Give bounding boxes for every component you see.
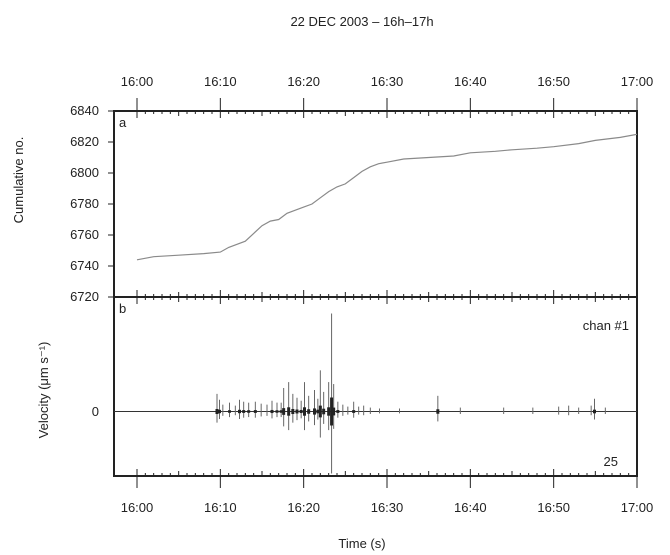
velocity-burst xyxy=(322,408,326,415)
x-tick-label: 16:50 xyxy=(537,74,570,89)
x-tick-label: 17:00 xyxy=(621,74,654,89)
panel-a-frame xyxy=(113,110,638,298)
velocity-burst xyxy=(253,410,257,413)
velocity-burst xyxy=(270,409,274,414)
velocity-burst xyxy=(279,410,283,413)
x-tick-label: 16:40 xyxy=(454,74,487,89)
velocity-burst xyxy=(436,409,440,414)
velocity-burst xyxy=(307,409,311,414)
velocity-burst xyxy=(291,408,295,415)
panel-a-letter: a xyxy=(119,115,127,130)
velocity-burst xyxy=(330,397,334,426)
velocity-burst xyxy=(228,410,231,413)
x-axis-labels-top: 16:00 16:10 16:20 16:30 16:40 16:50 17:0… xyxy=(121,74,654,89)
velocity-burst xyxy=(316,409,320,414)
panel-a-y-tick-labels: 6720 6740 6760 6780 6800 6820 6840 xyxy=(70,103,99,304)
y-tick-label: 6800 xyxy=(70,165,99,180)
panel-b-letter: b xyxy=(119,301,126,316)
x-axis-label: Time (s) xyxy=(338,536,385,551)
velocity-burst xyxy=(318,405,322,418)
velocity-burst xyxy=(327,407,331,416)
velocity-trace xyxy=(114,313,637,474)
y-tick-label: 6760 xyxy=(70,227,99,242)
x-tick-label: 16:00 xyxy=(121,74,154,89)
velocity-burst xyxy=(295,409,299,414)
x-tick-label: 16:10 xyxy=(204,74,237,89)
panel-b-y-axis-label: Velocity (μm s⁻¹) xyxy=(36,342,51,439)
velocity-burst xyxy=(238,409,241,414)
x-tick-label: 16:20 xyxy=(287,74,320,89)
velocity-burst xyxy=(247,410,251,413)
x-tick-label: 17:00 xyxy=(621,500,654,515)
x-axis-ticks-top xyxy=(136,98,638,118)
x-tick-label: 16:40 xyxy=(454,500,487,515)
velocity-burst xyxy=(218,409,221,414)
channel-label: chan #1 xyxy=(583,318,629,333)
x-axis-labels-bottom: 16:00 16:10 16:20 16:30 16:40 16:50 17:0… xyxy=(121,500,654,515)
x-axis-ticks-bottom xyxy=(136,290,638,488)
velocity-burst xyxy=(303,407,306,416)
velocity-burst xyxy=(352,410,356,413)
y-tick-label: 6740 xyxy=(70,258,99,273)
x-tick-label: 16:10 xyxy=(204,500,237,515)
x-tick-label: 16:30 xyxy=(371,74,404,89)
x-tick-label: 16:50 xyxy=(537,500,570,515)
cumulative-count-line xyxy=(136,133,638,261)
y-tick-label: 0 xyxy=(92,404,99,419)
x-tick-label: 16:20 xyxy=(287,500,320,515)
y-tick-label: 6720 xyxy=(70,289,99,304)
velocity-burst xyxy=(593,409,596,414)
y-tick-label: 6820 xyxy=(70,134,99,149)
panel-a-y-axis-label: Cumulative no. xyxy=(11,137,26,224)
y-tick-label: 6840 xyxy=(70,103,99,118)
velocity-burst xyxy=(336,410,340,413)
scale-label: 25 xyxy=(604,454,618,469)
velocity-burst xyxy=(275,410,279,413)
x-tick-label: 16:30 xyxy=(371,500,404,515)
velocity-burst xyxy=(332,407,336,416)
velocity-burst xyxy=(242,410,246,413)
velocity-burst xyxy=(282,408,286,415)
velocity-burst xyxy=(299,409,303,414)
velocity-burst xyxy=(215,408,219,415)
panel-b-frame xyxy=(113,296,638,477)
x-tick-label: 16:00 xyxy=(121,500,154,515)
velocity-burst xyxy=(287,407,291,416)
y-tick-label: 6780 xyxy=(70,196,99,211)
velocity-burst xyxy=(313,408,316,415)
figure-title: 22 DEC 2003 – 16h–17h xyxy=(290,14,433,29)
